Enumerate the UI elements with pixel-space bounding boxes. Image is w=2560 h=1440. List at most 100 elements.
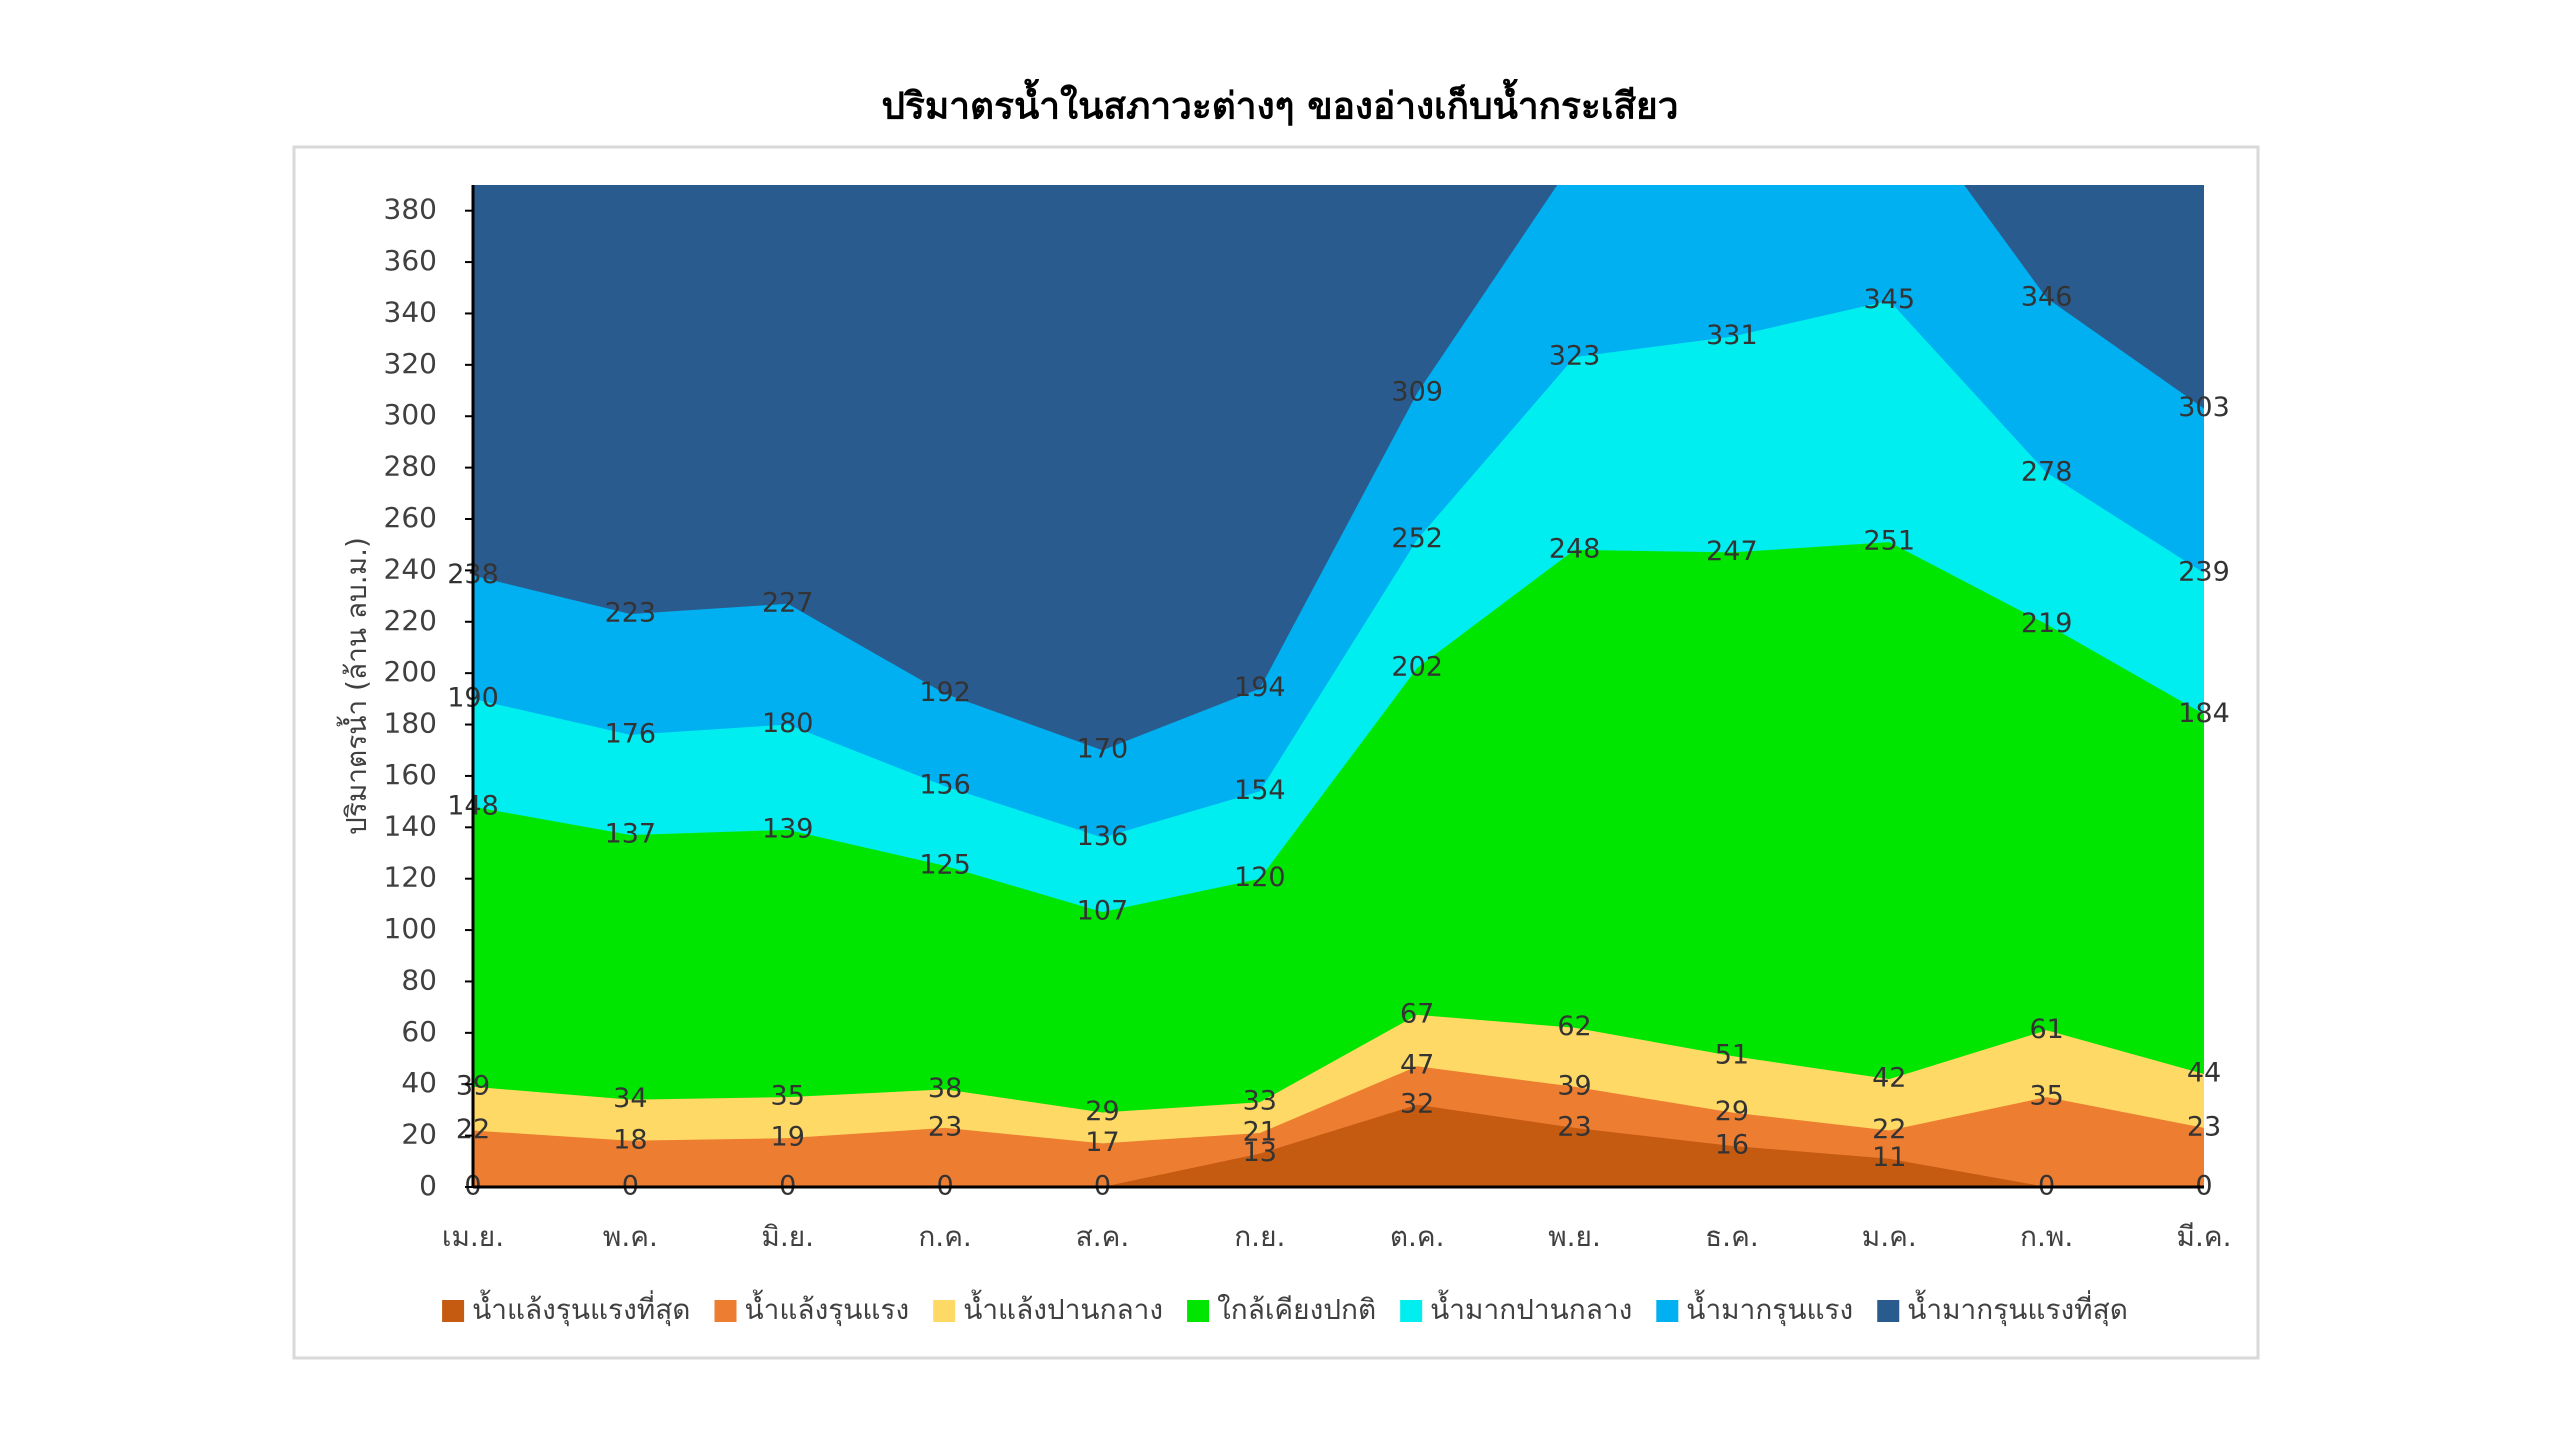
data-label: 156	[919, 770, 971, 801]
data-label: 248	[1549, 533, 1601, 564]
data-label: 139	[762, 813, 814, 844]
data-label: 23	[2187, 1111, 2221, 1142]
y-tick-label: 100	[384, 912, 437, 945]
data-label: 18	[613, 1124, 647, 1155]
data-label: 32	[1400, 1088, 1434, 1119]
data-label: 239	[2178, 556, 2230, 587]
chart-title: ปริมาตรน้ำในสภาวะต่างๆ ของอ่างเก็บน้ำกระ…	[882, 79, 1679, 128]
data-label: 35	[2029, 1081, 2063, 1112]
y-tick-label: 260	[384, 501, 437, 534]
x-tick-label: มี.ค.	[2177, 1220, 2232, 1253]
x-tick-label: ก.ย.	[1234, 1220, 1285, 1253]
y-tick-label: 140	[384, 809, 437, 842]
data-label: 67	[1400, 998, 1434, 1029]
data-label: 219	[2021, 608, 2073, 639]
data-label: 21	[1243, 1117, 1277, 1148]
y-tick-label: 300	[384, 398, 437, 431]
y-tick-label: 220	[384, 604, 437, 637]
y-tick-label: 380	[384, 193, 437, 226]
data-label: 309	[1391, 377, 1443, 408]
data-label: 125	[919, 849, 971, 880]
overlay: 0000013322316110022181923172147392922352…	[384, 185, 2232, 1327]
data-label: 22	[1872, 1114, 1906, 1145]
data-label: 29	[1085, 1096, 1119, 1127]
legend-swatch	[714, 1300, 737, 1322]
x-tick-label: มิ.ย.	[761, 1220, 814, 1253]
data-label: 16	[1715, 1129, 1749, 1160]
legend-label: น้ำมากรุนแรง	[1686, 1289, 1853, 1327]
y-axis-title: ปริมาตรน้ำ (ล้าน ลบ.ม.)	[336, 537, 373, 835]
data-label: 184	[2178, 698, 2230, 729]
data-label: 47	[1400, 1050, 1434, 1081]
data-label: 252	[1391, 523, 1443, 554]
legend-label: น้ำแล้งรุนแรง	[745, 1289, 910, 1327]
data-label: 180	[762, 708, 814, 739]
data-label: 62	[1557, 1011, 1591, 1042]
y-tick-label: 40	[401, 1066, 437, 1099]
y-tick-label: 240	[384, 552, 437, 585]
data-label: 11	[1872, 1142, 1906, 1173]
data-label: 223	[605, 598, 657, 629]
area	[473, 1104, 2204, 1187]
data-label: 227	[762, 587, 814, 618]
y-tick-label: 180	[384, 707, 437, 740]
data-label: 107	[1077, 896, 1129, 927]
y-tick-label: 340	[384, 295, 437, 328]
data-label: 19	[771, 1122, 805, 1153]
x-tick-label: พ.ค.	[603, 1220, 658, 1253]
data-label: 202	[1391, 652, 1443, 683]
legend-swatch	[1877, 1300, 1900, 1322]
data-label: 331	[1706, 320, 1758, 351]
area	[473, 542, 2204, 1187]
data-label: 23	[928, 1111, 962, 1142]
data-label: 23	[1557, 1111, 1591, 1142]
x-tick-label: ส.ค.	[1076, 1220, 1130, 1253]
data-label: 345	[1863, 284, 1915, 315]
legend-swatch	[442, 1300, 465, 1322]
data-label: 176	[605, 718, 657, 749]
data-label: 278	[2021, 456, 2073, 487]
data-label: 154	[1234, 775, 1286, 806]
data-label: 13	[1243, 1137, 1277, 1168]
legend-label: ใกล้เคียงปกติ	[1217, 1293, 1376, 1326]
data-label: 34	[613, 1083, 647, 1114]
y-tick-label: 0	[419, 1169, 437, 1202]
data-label: 346	[2021, 282, 2073, 313]
data-label: 137	[605, 819, 657, 850]
plot-area	[473, 185, 2204, 1187]
legend-label: น้ำแล้งปานกลาง	[963, 1289, 1163, 1326]
data-label: 44	[2187, 1057, 2221, 1088]
data-label: 38	[928, 1073, 962, 1104]
y-tick-label: 160	[384, 758, 437, 791]
y-tick-label: 280	[384, 450, 437, 483]
x-tick-label: ธ.ค.	[1705, 1220, 1759, 1253]
data-label: 42	[1872, 1063, 1906, 1094]
data-label: 120	[1234, 862, 1286, 893]
data-label: 61	[2029, 1014, 2063, 1045]
data-label: 39	[1557, 1070, 1591, 1101]
data-label: 192	[919, 677, 971, 708]
data-label: 35	[771, 1081, 805, 1112]
x-tick-label: ต.ค.	[1390, 1220, 1445, 1253]
legend-label: น้ำแล้งรุนแรงที่สุด	[472, 1289, 690, 1327]
data-label: 194	[1234, 672, 1286, 703]
data-label: 323	[1549, 341, 1601, 372]
data-label: 170	[1077, 734, 1129, 765]
data-label: 29	[1715, 1096, 1749, 1127]
x-tick-label: ก.ค.	[918, 1220, 971, 1253]
data-label: 136	[1077, 821, 1129, 852]
data-label: 251	[1863, 526, 1915, 557]
data-label: 17	[1085, 1127, 1119, 1158]
legend-swatch	[1187, 1300, 1210, 1322]
x-tick-label: พ.ย.	[1548, 1220, 1601, 1253]
data-label: 247	[1706, 536, 1758, 567]
y-tick-label: 80	[401, 963, 437, 996]
y-tick-label: 200	[384, 655, 437, 688]
data-label: 33	[1243, 1086, 1277, 1117]
x-tick-label: ก.พ.	[2020, 1220, 2073, 1253]
y-tick-label: 320	[384, 347, 437, 380]
x-tick-label: ม.ค.	[1862, 1220, 1917, 1253]
x-tick-label: เม.ย.	[442, 1220, 504, 1253]
legend-label: น้ำมากรุนแรงที่สุด	[1907, 1289, 2128, 1327]
